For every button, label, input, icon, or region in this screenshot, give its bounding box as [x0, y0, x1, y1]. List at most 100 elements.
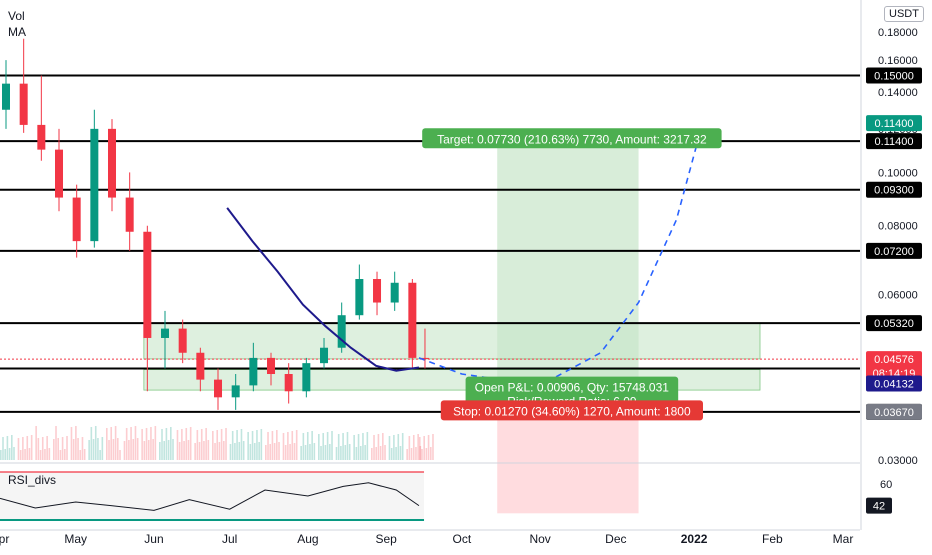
- volume-bar: [234, 443, 236, 460]
- volume-bar: [97, 438, 99, 460]
- volume-bar: [99, 450, 101, 460]
- volume-bar: [77, 438, 79, 460]
- level-price-tag: [866, 133, 922, 150]
- volume-bar: [6, 436, 9, 460]
- volume-bar: [359, 446, 362, 460]
- legend: Vol MA: [8, 8, 26, 40]
- volume-bar: [337, 434, 340, 460]
- time-tick-label: Oct: [453, 532, 472, 546]
- time-tick-label: Dec: [605, 532, 626, 546]
- candle-body: [2, 83, 10, 110]
- volume-bar: [258, 442, 260, 460]
- volume-bar: [48, 448, 51, 460]
- volume-bar: [145, 428, 148, 460]
- volume-bar: [377, 434, 380, 460]
- volume-bar: [37, 438, 40, 460]
- time-tick-label: Jul: [222, 532, 237, 546]
- time-tick-label: Nov: [529, 532, 550, 546]
- target-zone: [497, 140, 639, 412]
- volume-bar: [320, 446, 322, 460]
- volume-bar: [75, 426, 77, 460]
- target-label: [422, 128, 722, 149]
- volume-bar: [141, 429, 143, 460]
- level-price-tag-label: 0.07200: [874, 246, 914, 258]
- volume-bar: [53, 439, 55, 460]
- volume-bar: [289, 444, 291, 460]
- moving-average-line: [226, 207, 420, 372]
- volume-bar: [170, 427, 172, 460]
- volume-label: Vol: [8, 9, 25, 23]
- price-tag-label: 0.11400: [875, 118, 914, 130]
- volume-bar: [344, 445, 347, 460]
- volume-bar: [291, 431, 294, 460]
- volume-bar: [2, 437, 4, 460]
- volume-bar: [357, 434, 360, 460]
- volume-bar: [253, 443, 256, 460]
- currency-button[interactable]: USDT: [884, 6, 924, 22]
- volume-bar: [24, 449, 26, 460]
- candle-body: [37, 124, 46, 150]
- volume-bar: [306, 432, 309, 460]
- volume-bar: [364, 445, 366, 460]
- volume-bar: [203, 441, 205, 460]
- projection-path: [418, 145, 698, 387]
- volume-bar: [302, 433, 305, 460]
- candle-body: [19, 83, 28, 125]
- price-tag-label: 0.04576: [874, 354, 914, 366]
- volume-bar: [412, 435, 415, 460]
- volume-bar: [225, 428, 227, 460]
- volume-bar: [231, 431, 234, 460]
- volume-bar: [35, 426, 37, 460]
- volume-bar: [408, 436, 411, 460]
- volume-bar: [375, 447, 378, 460]
- candle-body: [90, 128, 99, 242]
- volume-bar: [72, 439, 75, 460]
- volume-bar: [271, 431, 274, 460]
- volume-bar: [265, 445, 267, 460]
- volume-bar: [393, 435, 395, 460]
- price-tag: [866, 351, 922, 382]
- price-tick-label: 0.18000: [878, 27, 918, 39]
- rsi-tick-label: 60: [880, 479, 892, 491]
- volume-bar: [366, 432, 369, 460]
- price-tick-label: 0.10000: [878, 167, 918, 179]
- volume-bar: [196, 430, 199, 460]
- volume-bar: [39, 450, 42, 460]
- candle-body: [320, 347, 329, 364]
- volume-bar: [83, 449, 86, 460]
- volume-bar: [382, 433, 384, 460]
- volume-bar: [11, 435, 13, 460]
- volume-bar: [401, 433, 404, 460]
- volume-bar: [183, 441, 185, 460]
- volume-bar: [194, 443, 196, 460]
- level-price-tag: [866, 242, 922, 259]
- volume-bar: [117, 438, 119, 460]
- volume-bar: [154, 426, 157, 460]
- volume-bar: [101, 437, 104, 460]
- rsi-line: [0, 482, 420, 511]
- price-tag: [866, 115, 922, 132]
- candle-body: [161, 328, 170, 338]
- volume-bar: [41, 437, 44, 460]
- volume-bar: [309, 444, 311, 460]
- volume-bar: [167, 440, 170, 460]
- volume-bar: [187, 440, 190, 460]
- volume-bar: [205, 428, 207, 460]
- volume-bar: [432, 434, 434, 460]
- volume-bar: [371, 448, 373, 460]
- volume-bar: [429, 447, 432, 460]
- volume-bar: [181, 429, 183, 460]
- volume-bar: [395, 447, 397, 460]
- candle-body: [143, 231, 152, 338]
- candle-body: [420, 357, 429, 359]
- volume-bar: [130, 427, 132, 460]
- volume-bar: [397, 434, 400, 460]
- volume-bar: [8, 448, 11, 460]
- volume-bar: [238, 442, 241, 460]
- level-price-tag-label: 0.09300: [874, 185, 914, 197]
- volume-bar: [419, 446, 422, 460]
- candle-body: [373, 279, 382, 303]
- volume-bar: [418, 437, 421, 460]
- volume-bar: [269, 444, 272, 460]
